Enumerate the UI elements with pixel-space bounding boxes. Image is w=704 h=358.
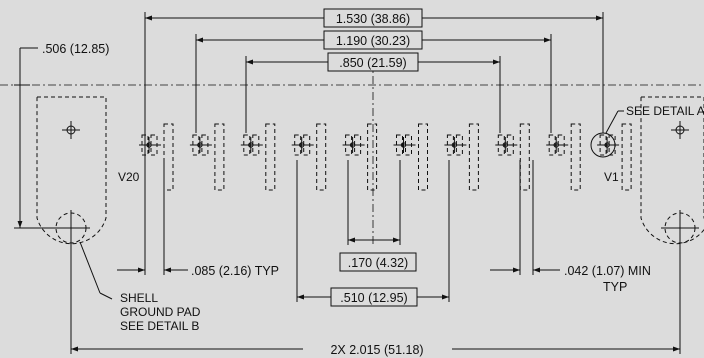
dim-inner-pin-span: .850 (21.59)	[246, 52, 500, 72]
pin-outline	[265, 123, 276, 191]
dim-center-gap-text: .170 (4.32)	[348, 256, 408, 270]
shell-label-line3: SEE DETAIL B	[120, 319, 199, 333]
dim-overall-width: 1.530 (38.86)	[145, 8, 603, 28]
pin-outline	[519, 123, 530, 191]
pin-outline	[367, 123, 378, 191]
shell-ground-pad-callout: SHELL GROUND PAD SEE DETAIL B	[79, 241, 201, 333]
pin-outline	[418, 123, 428, 191]
pin-outline	[163, 123, 174, 191]
dim-min-gap-note: TYP	[603, 280, 627, 294]
dim-overall-width-text: 1.530 (38.86)	[336, 12, 410, 26]
pin-outline	[468, 123, 479, 191]
pin-outline	[316, 123, 327, 191]
left-shell-pad	[36, 96, 107, 246]
dim-pin-width-text: .085 (2.16) TYP	[191, 264, 279, 278]
dim-min-gap-text: .042 (1.07) MIN	[564, 264, 651, 278]
dim-inner-pin-span-text: .850 (21.59)	[339, 56, 406, 70]
right-shell-pad	[640, 96, 704, 246]
dim-outer-pin-span-text: 1.190 (30.23)	[336, 34, 410, 48]
shell-label-line1: SHELL	[120, 291, 158, 305]
pin-outline	[214, 123, 225, 191]
dim-mid-span: .510 (12.95)	[297, 287, 449, 307]
dim-shell-spacing-text: 2X 2.015 (51.18)	[330, 343, 423, 357]
dim-height: .506 (12.85)	[17, 42, 109, 228]
pin-outline	[621, 123, 632, 191]
pin-outline	[570, 123, 581, 191]
dim-outer-pin-span: 1.190 (30.23)	[196, 30, 551, 50]
dim-pin-width: .085 (2.16) TYP	[117, 264, 279, 278]
dim-mid-span-text: .510 (12.95)	[340, 291, 407, 305]
dim-min-gap: .042 (1.07) MIN TYP	[490, 264, 651, 294]
see-detail-a-callout: SEE DETAIL A	[605, 104, 704, 134]
dim-shell-spacing: 2X 2.015 (51.18)	[71, 343, 680, 357]
shell-label-line2: GROUND PAD	[120, 305, 201, 319]
dim-height-text: .506 (12.85)	[42, 42, 109, 56]
dim-center-gap: .170 (4.32)	[339, 237, 417, 272]
pin-v20-label: V20	[118, 170, 140, 184]
see-detail-a-text: SEE DETAIL A	[626, 104, 704, 118]
pin-v1-label: V1	[604, 170, 619, 184]
pin-field	[139, 123, 632, 191]
